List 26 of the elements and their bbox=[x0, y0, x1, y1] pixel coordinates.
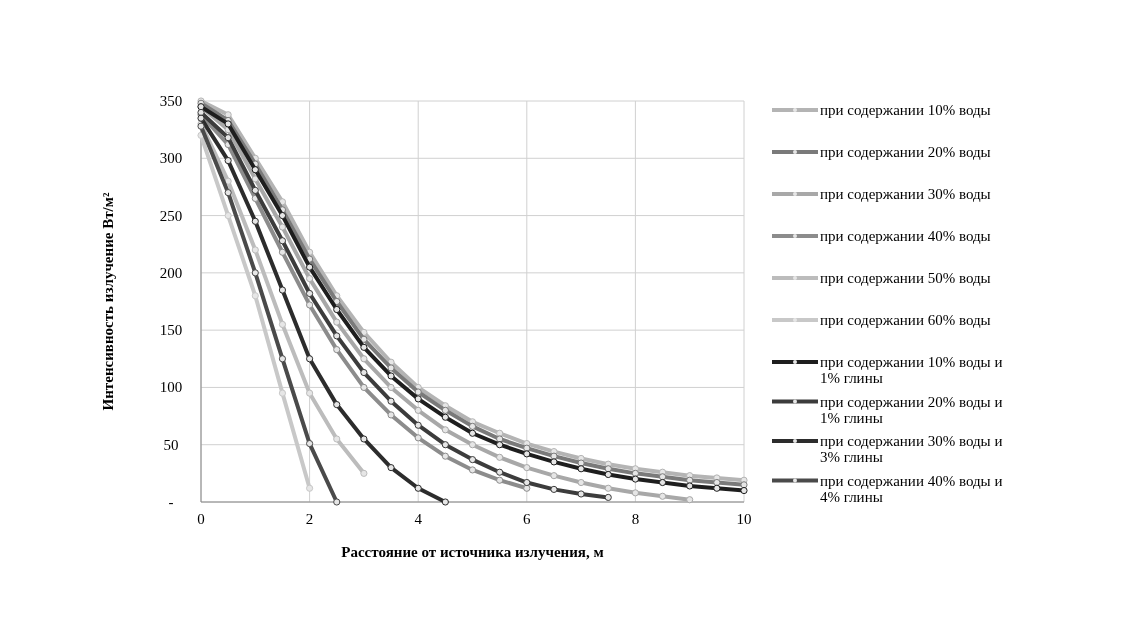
x-tick-label: 8 bbox=[631, 511, 640, 527]
y-tick-label: 350 bbox=[159, 93, 183, 109]
x-axis-title: Расстояние от источника излучения, м bbox=[341, 544, 604, 560]
legend-label: при содержании 60% воды bbox=[820, 312, 991, 328]
x-tick-label: 0 bbox=[197, 511, 205, 527]
legend-label: при содержании 30% воды bbox=[820, 186, 991, 202]
legend-label: при содержании 20% воды bbox=[820, 144, 991, 160]
legend-label: при содержании 30% воды и 3% глины bbox=[820, 433, 1003, 465]
y-tick-label: 200 bbox=[159, 264, 183, 281]
legend-label: при содержании 10% воды bbox=[820, 102, 991, 118]
legend-label: при содержании 10% воды и 1% глины bbox=[820, 354, 1003, 386]
legend-label: при содержании 20% воды и 1% глины bbox=[820, 393, 1003, 426]
legend-label: при содержании 50% воды bbox=[820, 270, 991, 286]
y-tick-label: - bbox=[168, 494, 174, 510]
y-tick-label: 250 bbox=[159, 207, 183, 224]
y-tick-label: 100 bbox=[159, 379, 183, 396]
legend-label: при содержании 40% воды и 4% глины bbox=[820, 472, 1003, 505]
x-tick-label: 4 bbox=[414, 511, 423, 527]
x-tick-label: 6 bbox=[523, 511, 532, 527]
y-tick-label: 300 bbox=[159, 150, 183, 167]
y-tick-label: 50 bbox=[163, 436, 179, 453]
x-tick-label: 2 bbox=[305, 511, 314, 527]
y-axis-title: Интенсивность излучение Вт/м² bbox=[100, 192, 116, 411]
y-tick-label: 150 bbox=[159, 322, 183, 339]
legend-label: при содержании 40% воды bbox=[820, 228, 991, 244]
x-tick-label: 10 bbox=[736, 511, 752, 527]
